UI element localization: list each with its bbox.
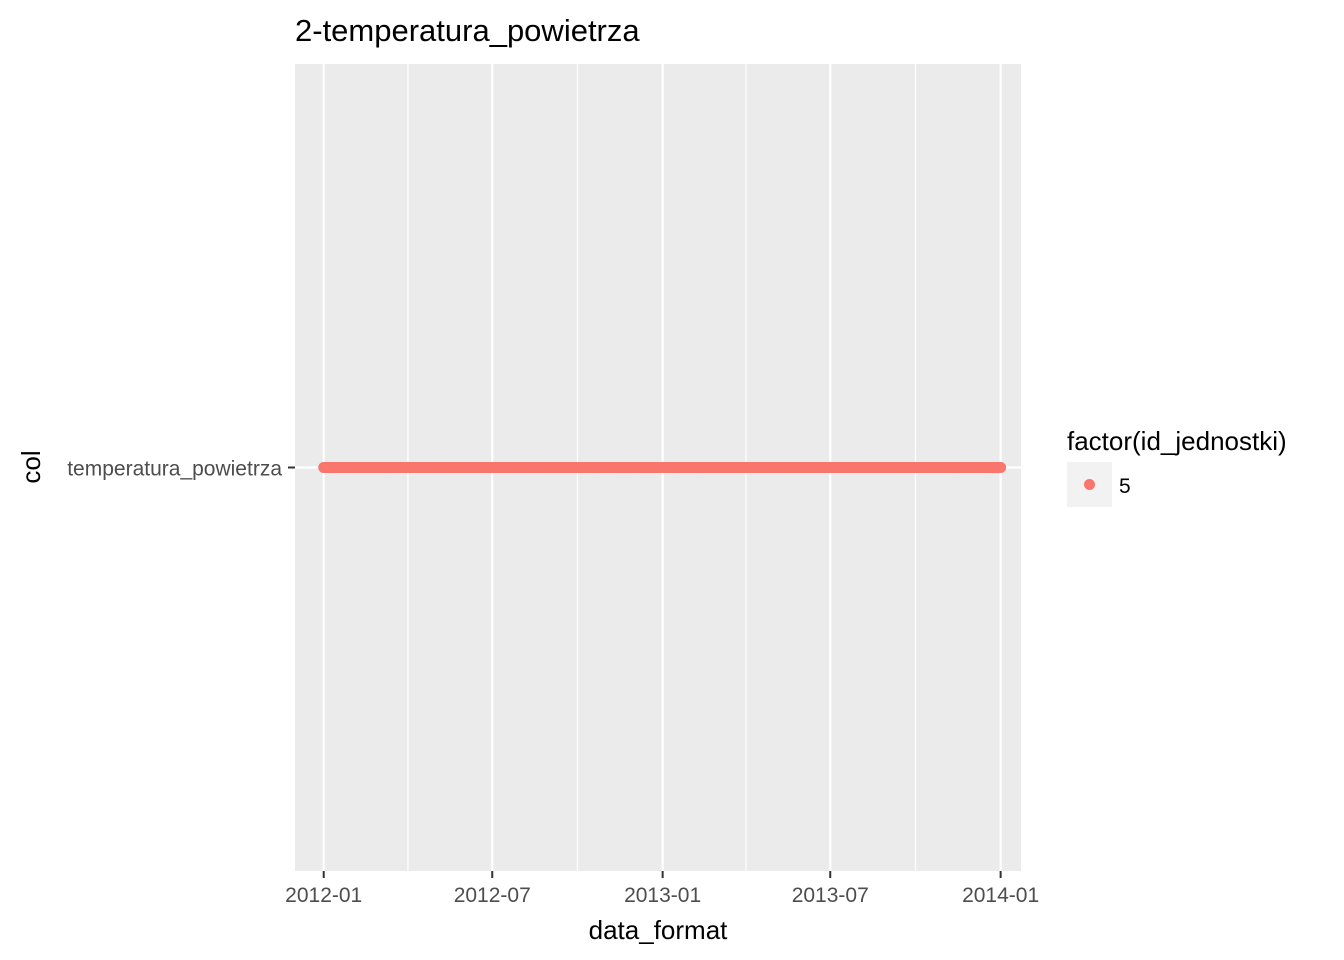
x-tick-label: 2013-07 — [792, 884, 869, 907]
y-tick-label: temperatura_powietrza — [67, 458, 282, 481]
legend: factor(id_jednostki) 5 — [1067, 426, 1287, 507]
x-tick-label: 2013-01 — [624, 884, 701, 907]
y-axis: temperatura_powietrza — [67, 458, 295, 481]
chart-title: 2-temperatura_powietrza — [295, 13, 640, 48]
data-point — [995, 462, 1007, 473]
legend-title: factor(id_jednostki) — [1067, 426, 1287, 456]
x-axis: 2012-01 2012-07 2013-01 2013-07 2014-01 — [285, 871, 1039, 907]
legend-label: 5 — [1119, 475, 1131, 498]
x-tick-label: 2012-01 — [285, 884, 362, 907]
series-5 — [318, 462, 1007, 473]
y-axis-title: col — [16, 450, 46, 483]
legend-entries: 5 — [1067, 462, 1131, 507]
x-axis-title: data_format — [589, 915, 729, 945]
data-points — [318, 462, 1007, 473]
x-tick-label: 2012-07 — [454, 884, 531, 907]
legend-marker — [1084, 479, 1095, 490]
x-tick-label: 2014-01 — [962, 884, 1039, 907]
